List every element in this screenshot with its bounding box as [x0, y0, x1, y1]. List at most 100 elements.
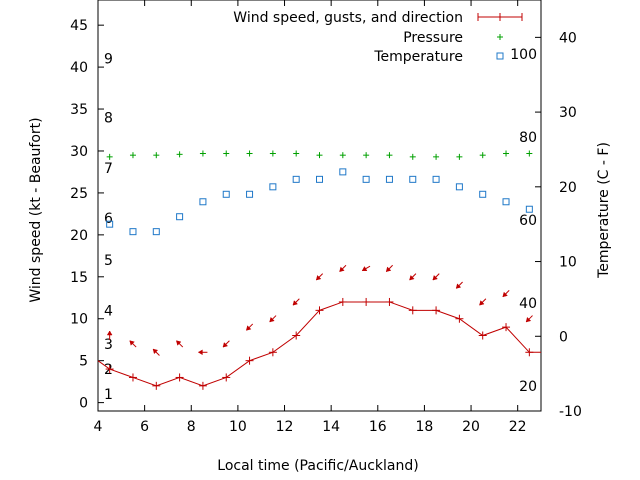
wind-speed-point	[408, 306, 417, 315]
y2-axis-title: Temperature (C - F)	[596, 142, 612, 279]
wind-speed-point	[338, 297, 347, 306]
gust-arrow	[455, 281, 463, 289]
beaufort-label: 7	[104, 161, 113, 177]
gust-arrow	[525, 315, 533, 323]
x-tick-label: 14	[322, 419, 340, 435]
y2-tick-label: -10	[559, 404, 582, 420]
y-tick-label: 30	[70, 144, 88, 160]
pressure-point	[363, 152, 370, 159]
y2-tick-label: 20	[559, 180, 577, 196]
y2-tick-label: 0	[559, 329, 568, 345]
gust-arrow	[222, 340, 230, 348]
temperature-point	[222, 190, 230, 198]
pressure-point	[456, 153, 463, 160]
gust-arrow	[129, 340, 137, 348]
pressure-point	[246, 150, 253, 157]
wind-speed-point	[432, 306, 441, 315]
gust-arrow	[292, 298, 300, 306]
wind-speed-point	[268, 348, 277, 357]
pressure-point	[433, 153, 440, 160]
legend-symbol-pressure	[497, 34, 503, 40]
y-tick-label: 20	[70, 228, 88, 244]
temperature-point	[292, 175, 300, 183]
temperature-point	[129, 228, 137, 236]
gust-arrow	[152, 348, 160, 356]
temperature-point	[152, 228, 160, 236]
y-tick-label: 35	[70, 102, 88, 118]
y-tick-label: 10	[70, 312, 88, 328]
temperature-point	[432, 175, 440, 183]
wind-speed-point	[198, 381, 207, 390]
temperature-point	[362, 175, 370, 183]
beaufort-label: 6	[104, 211, 113, 227]
pressure-point	[129, 152, 136, 159]
wind-speed-point	[245, 356, 254, 365]
gust-arrow	[502, 290, 510, 298]
x-tick-label: 18	[416, 419, 434, 435]
wind-speed-point	[105, 365, 114, 374]
pressure-point	[503, 150, 510, 157]
wind-speed-point	[222, 373, 231, 382]
gust-arrow	[197, 349, 208, 356]
x-tick-label: 22	[509, 419, 527, 435]
wind-speed-point	[315, 306, 324, 315]
gust-arrow	[432, 273, 440, 281]
legend-label-temperature: Temperature	[373, 49, 463, 65]
fahrenheit-label: 100	[510, 47, 537, 63]
temperature-point	[106, 220, 114, 228]
beaufort-label: 5	[104, 253, 113, 269]
gust-arrow	[269, 315, 277, 323]
pressure-point	[526, 150, 533, 157]
pressure-point	[339, 152, 346, 159]
plot-series	[97, 150, 541, 390]
beaufort-label: 3	[104, 337, 113, 353]
pressure-point	[199, 150, 206, 157]
temperature-point	[316, 175, 323, 183]
pressure-point	[223, 150, 230, 157]
pressure-point	[479, 152, 486, 159]
fahrenheit-label: 20	[519, 379, 537, 395]
beaufort-label: 1	[104, 387, 113, 403]
pressure-point	[176, 151, 183, 158]
temperature-point	[269, 183, 277, 191]
pressure-point	[386, 152, 393, 159]
gust-arrow	[361, 265, 371, 272]
fahrenheit-label: 40	[519, 296, 537, 312]
x-tick-label: 8	[187, 419, 196, 435]
temperature-point	[176, 213, 184, 221]
wind-speed-point	[525, 348, 534, 357]
y-tick-label: 45	[70, 18, 88, 34]
plot-frame	[97, 0, 542, 412]
x-axis-title: Local time (Pacific/Auckland)	[217, 458, 418, 474]
x-tick-label: 12	[276, 419, 294, 435]
y2-tick-label: 30	[559, 105, 577, 121]
wind-speed-point	[455, 314, 464, 323]
wind-speed-point	[478, 331, 487, 340]
pressure-point	[409, 153, 416, 160]
temperature-point	[455, 183, 463, 191]
y-tick-label: 25	[70, 186, 88, 202]
x-tick-label: 10	[229, 419, 247, 435]
temperature-point	[409, 175, 417, 183]
wind-speed-point	[175, 373, 184, 382]
x-tick-label: 6	[140, 419, 149, 435]
pressure-point	[269, 150, 276, 157]
wind-speed-point	[502, 323, 511, 332]
gust-arrow	[339, 264, 347, 272]
beaufort-label: 9	[104, 52, 113, 68]
wind-speed-point	[292, 331, 301, 340]
beaufort-label: 8	[104, 110, 113, 126]
y2-tick-label: 10	[559, 255, 577, 271]
temperature-point	[199, 198, 207, 206]
y-tick-label: 40	[70, 60, 88, 76]
gust-arrow	[479, 298, 487, 306]
temperature-point	[502, 198, 510, 206]
gust-arrow	[385, 264, 393, 272]
pressure-point	[316, 152, 323, 159]
temperature-point	[385, 175, 393, 183]
pressure-point	[106, 153, 113, 160]
pressure-point	[293, 150, 300, 157]
y-axis-title: Wind speed (kt - Beaufort)	[28, 117, 44, 302]
wind-speed-point	[385, 297, 394, 306]
